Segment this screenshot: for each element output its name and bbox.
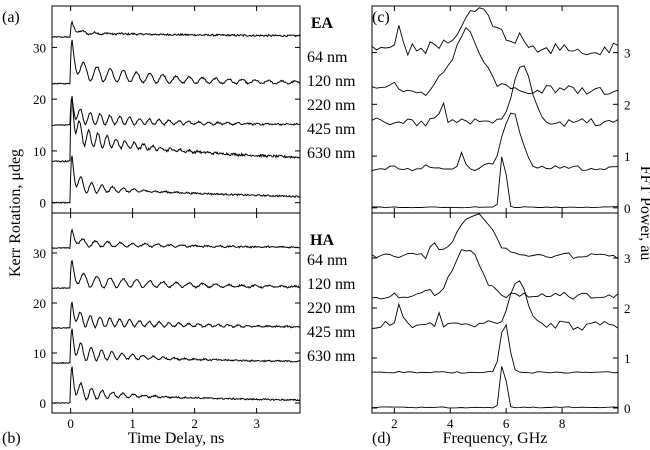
panel-c-y-tick-label: 2 (624, 97, 631, 112)
panel-d-series-1 (371, 249, 619, 300)
panel-d-x-tick-label: 2 (391, 416, 398, 431)
panel-b-series-0 (51, 227, 300, 250)
panel-d-series-3 (371, 323, 619, 374)
panel-d-frame (371, 212, 619, 414)
panel-b-x-tick-label: 0 (67, 416, 74, 431)
panel-c-trace-label: 425 nm (307, 121, 356, 138)
panel-c-series-0 (371, 7, 619, 57)
panel-a-series-2 (51, 97, 301, 127)
panel-d-series-2 (371, 280, 619, 331)
panel-c-trace-label: 220 nm (307, 97, 356, 114)
panel-b-x-axis-title: Time Delay, ns (128, 430, 225, 447)
panel-a-y-tick-label: 0 (40, 196, 47, 211)
panel-label-d: (d) (372, 430, 391, 447)
panel-c-trace-label: 120 nm (307, 73, 356, 90)
panel-a-series-4 (51, 155, 300, 204)
panel-d-trace-label: 425 nm (307, 324, 356, 341)
panel-a-series-1 (51, 39, 301, 85)
panel-c-group-label: EA (311, 15, 334, 32)
panel-d-trace-label: 120 nm (307, 276, 356, 293)
panel-c-trace-label: 630 nm (307, 145, 356, 162)
panel-d-y-tick-label: 0 (624, 401, 631, 416)
panel-b-series-4 (52, 366, 301, 404)
panel-a-y-tick-label: 20 (33, 92, 46, 107)
panel-d-group-label: HA (310, 232, 334, 249)
panel-b-frame (51, 212, 301, 414)
panel-a-frame (51, 5, 301, 214)
panel-label-a: (a) (2, 9, 20, 26)
panel-b-series-1 (51, 260, 300, 290)
panel-c-y-tick-label: 1 (624, 149, 631, 164)
panel-c-series-4 (371, 156, 619, 209)
panel-c-series-2 (371, 65, 619, 128)
panel-c-trace-label: 64 nm (307, 49, 348, 66)
panel-d-x-axis-title: Frequency, GHz (443, 430, 548, 447)
panel-b-y-tick-label: 20 (33, 296, 46, 311)
panel-a-series-0 (51, 20, 301, 39)
panel-d-series-4 (372, 366, 619, 409)
panel-c-y-axis-title: FFT Power, au (637, 166, 650, 261)
panel-d-trace-label: 220 nm (307, 300, 356, 317)
panel-c-y-tick-label: 0 (624, 201, 631, 216)
panel-b-x-tick-label: 1 (129, 416, 136, 431)
panel-c-series-1 (371, 26, 619, 97)
panel-b-series-3 (51, 328, 300, 365)
panel-b-y-tick-label: 30 (33, 246, 46, 261)
panel-b-series-2 (52, 301, 301, 330)
panel-d-x-tick-label: 6 (503, 416, 510, 431)
panel-d-trace-label: 630 nm (307, 348, 356, 365)
panel-c-y-tick-label: 3 (624, 46, 631, 61)
panel-b-x-tick-label: 2 (191, 416, 198, 431)
panel-a-y-tick-label: 30 (33, 40, 46, 55)
panel-b-y-tick-label: 10 (33, 346, 46, 361)
panel-d-trace-label: 64 nm (307, 252, 348, 269)
panel-b-x-tick-label: 3 (253, 416, 260, 431)
panel-d-x-tick-label: 4 (447, 416, 454, 431)
panel-b-y-tick-label: 0 (40, 396, 47, 411)
panel-c-frame (371, 5, 619, 214)
panel-d-y-tick-label: 1 (624, 351, 631, 366)
panel-d-x-tick-label: 8 (559, 416, 566, 431)
panel-d-y-tick-label: 2 (624, 301, 631, 316)
panel-c-series-3 (371, 112, 618, 172)
panel-d-series-0 (371, 213, 619, 260)
panel-label-b: (b) (2, 430, 21, 447)
panel-a-y-axis-title: Kerr Rotation, μdeg (7, 149, 24, 277)
panel-a-y-tick-label: 10 (33, 144, 46, 159)
panel-d-y-tick-label: 3 (624, 251, 631, 266)
panel-label-c: (c) (372, 9, 390, 26)
panel-a-series-3 (52, 95, 300, 163)
